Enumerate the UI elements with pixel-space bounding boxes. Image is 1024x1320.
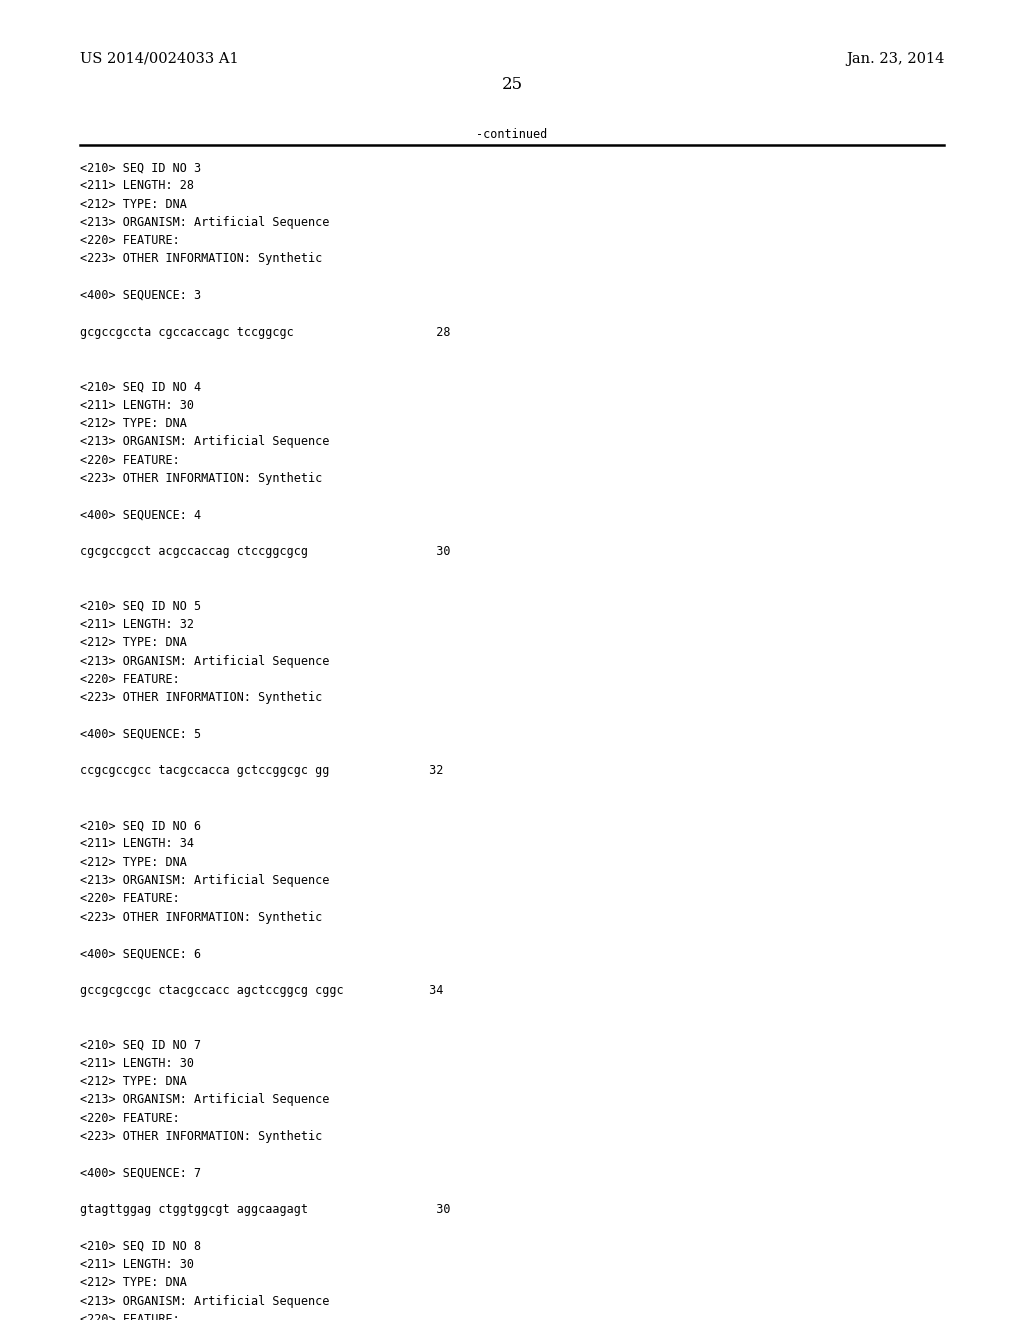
Text: <220> FEATURE:: <220> FEATURE: [80, 1111, 179, 1125]
Text: <211> LENGTH: 30: <211> LENGTH: 30 [80, 1258, 194, 1271]
Text: <210> SEQ ID NO 8: <210> SEQ ID NO 8 [80, 1239, 201, 1253]
Text: gccgcgccgc ctacgccacc agctccggcg cggc            34: gccgcgccgc ctacgccacc agctccggcg cggc 34 [80, 983, 443, 997]
Text: <210> SEQ ID NO 5: <210> SEQ ID NO 5 [80, 599, 201, 612]
Text: <213> ORGANISM: Artificial Sequence: <213> ORGANISM: Artificial Sequence [80, 216, 330, 228]
Text: <213> ORGANISM: Artificial Sequence: <213> ORGANISM: Artificial Sequence [80, 655, 330, 668]
Text: <220> FEATURE:: <220> FEATURE: [80, 1313, 179, 1320]
Text: <212> TYPE: DNA: <212> TYPE: DNA [80, 1276, 186, 1290]
Text: <400> SEQUENCE: 3: <400> SEQUENCE: 3 [80, 289, 201, 302]
Text: <212> TYPE: DNA: <212> TYPE: DNA [80, 855, 186, 869]
Text: <223> OTHER INFORMATION: Synthetic: <223> OTHER INFORMATION: Synthetic [80, 1130, 323, 1143]
Text: <210> SEQ ID NO 3: <210> SEQ ID NO 3 [80, 161, 201, 174]
Text: <211> LENGTH: 30: <211> LENGTH: 30 [80, 1057, 194, 1069]
Text: US 2014/0024033 A1: US 2014/0024033 A1 [80, 51, 239, 66]
Text: <213> ORGANISM: Artificial Sequence: <213> ORGANISM: Artificial Sequence [80, 1093, 330, 1106]
Text: <400> SEQUENCE: 7: <400> SEQUENCE: 7 [80, 1167, 201, 1180]
Text: <213> ORGANISM: Artificial Sequence: <213> ORGANISM: Artificial Sequence [80, 874, 330, 887]
Text: <220> FEATURE:: <220> FEATURE: [80, 673, 179, 686]
Text: <212> TYPE: DNA: <212> TYPE: DNA [80, 636, 186, 649]
Text: <220> FEATURE:: <220> FEATURE: [80, 454, 179, 466]
Text: <210> SEQ ID NO 6: <210> SEQ ID NO 6 [80, 820, 201, 832]
Text: -continued: -continued [476, 128, 548, 141]
Text: <212> TYPE: DNA: <212> TYPE: DNA [80, 417, 186, 430]
Text: ccgcgccgcc tacgccacca gctccggcgc gg              32: ccgcgccgcc tacgccacca gctccggcgc gg 32 [80, 764, 443, 777]
Text: <223> OTHER INFORMATION: Synthetic: <223> OTHER INFORMATION: Synthetic [80, 471, 323, 484]
Text: <400> SEQUENCE: 6: <400> SEQUENCE: 6 [80, 948, 201, 960]
Text: <400> SEQUENCE: 5: <400> SEQUENCE: 5 [80, 727, 201, 741]
Text: <212> TYPE: DNA: <212> TYPE: DNA [80, 198, 186, 211]
Text: <210> SEQ ID NO 7: <210> SEQ ID NO 7 [80, 1039, 201, 1052]
Text: <220> FEATURE:: <220> FEATURE: [80, 234, 179, 247]
Text: <213> ORGANISM: Artificial Sequence: <213> ORGANISM: Artificial Sequence [80, 1295, 330, 1308]
Text: <223> OTHER INFORMATION: Synthetic: <223> OTHER INFORMATION: Synthetic [80, 911, 323, 924]
Text: <210> SEQ ID NO 4: <210> SEQ ID NO 4 [80, 380, 201, 393]
Text: <213> ORGANISM: Artificial Sequence: <213> ORGANISM: Artificial Sequence [80, 436, 330, 449]
Text: <223> OTHER INFORMATION: Synthetic: <223> OTHER INFORMATION: Synthetic [80, 692, 323, 704]
Text: <220> FEATURE:: <220> FEATURE: [80, 892, 179, 906]
Text: <212> TYPE: DNA: <212> TYPE: DNA [80, 1076, 186, 1088]
Text: <211> LENGTH: 32: <211> LENGTH: 32 [80, 618, 194, 631]
Text: cgcgccgcct acgccaccag ctccggcgcg                  30: cgcgccgcct acgccaccag ctccggcgcg 30 [80, 545, 451, 558]
Text: gtagttggag ctggtggcgt aggcaagagt                  30: gtagttggag ctggtggcgt aggcaagagt 30 [80, 1203, 451, 1216]
Text: <223> OTHER INFORMATION: Synthetic: <223> OTHER INFORMATION: Synthetic [80, 252, 323, 265]
Text: <211> LENGTH: 28: <211> LENGTH: 28 [80, 180, 194, 193]
Text: <211> LENGTH: 34: <211> LENGTH: 34 [80, 837, 194, 850]
Text: Jan. 23, 2014: Jan. 23, 2014 [846, 51, 944, 66]
Text: <211> LENGTH: 30: <211> LENGTH: 30 [80, 399, 194, 412]
Text: <400> SEQUENCE: 4: <400> SEQUENCE: 4 [80, 508, 201, 521]
Text: gcgccgccta cgccaccagc tccggcgc                    28: gcgccgccta cgccaccagc tccggcgc 28 [80, 326, 451, 338]
Text: 25: 25 [502, 77, 522, 92]
